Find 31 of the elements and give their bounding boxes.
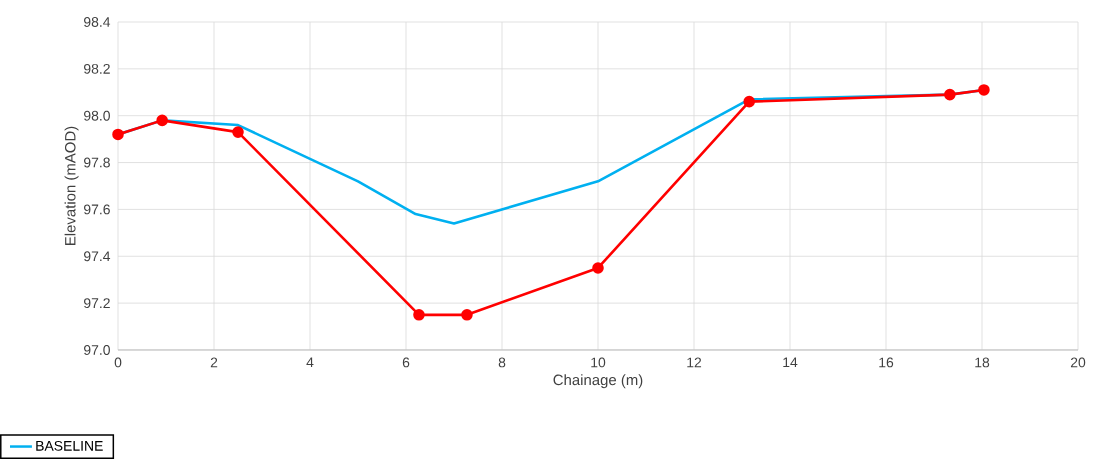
point — [232, 126, 244, 138]
x-tick-label: 6 — [402, 357, 410, 368]
x-tick-label: 4 — [306, 357, 314, 368]
point — [743, 95, 755, 108]
point — [978, 84, 990, 96]
x-tick-label: 16 — [879, 357, 894, 368]
x-tick-label: 18 — [975, 357, 990, 368]
y-tick-label: 97.0 — [84, 345, 110, 355]
x-tick-label: 10 — [591, 357, 606, 368]
point — [112, 128, 124, 141]
point — [592, 262, 604, 274]
y-axis-title: Elevation (mAOD) — [64, 126, 79, 245]
y-tick-label: 97.4 — [84, 251, 111, 262]
point — [156, 114, 168, 127]
y-tick-label: 97.6 — [84, 204, 110, 215]
point — [944, 88, 956, 101]
legend-label: BASELINE — [36, 440, 103, 451]
point — [461, 309, 473, 321]
y-tick-label: 97.8 — [84, 157, 110, 168]
y-tick-label: 98.0 — [84, 110, 110, 121]
y-tick-label: 97.2 — [84, 298, 110, 309]
x-tick-label: 14 — [783, 357, 798, 368]
x-tick-label: 20 — [1070, 357, 1086, 368]
x-tick-label: 2 — [210, 357, 218, 368]
x-tick-label: 8 — [498, 357, 506, 368]
point — [413, 309, 425, 321]
y-tick-label: 98.4 — [84, 17, 111, 27]
y-tick-label: 98.2 — [84, 63, 110, 74]
x-tick-label: 12 — [687, 357, 702, 368]
x-tick-label: 0 — [114, 357, 122, 368]
x-axis-title: Chainage (m) — [553, 374, 643, 389]
